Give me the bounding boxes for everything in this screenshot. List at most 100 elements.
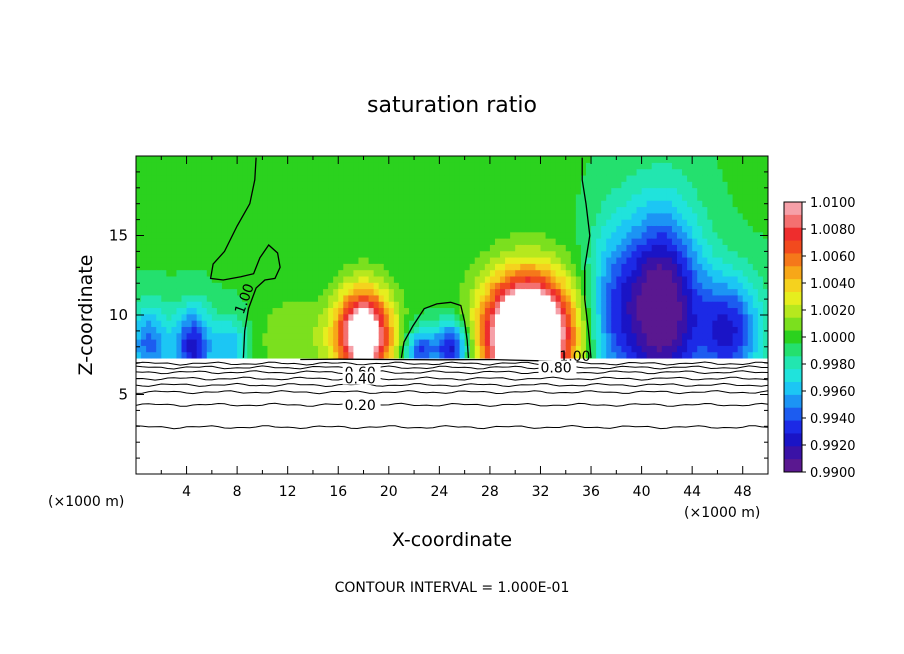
heatmap-cell (267, 326, 274, 334)
heatmap-cell (242, 320, 248, 327)
heatmap-cell (429, 225, 435, 233)
heatmap-cell (464, 244, 471, 252)
heatmap-cell (201, 225, 208, 233)
heatmap-cell (242, 200, 248, 208)
heatmap-cell (580, 263, 587, 271)
heatmap-cell (489, 288, 496, 296)
heatmap-cell (358, 288, 365, 296)
heatmap-cell (682, 206, 688, 214)
heatmap-cell (530, 351, 537, 359)
heatmap-cell (156, 250, 162, 258)
heatmap-cell (454, 339, 461, 346)
heatmap-cell (277, 206, 284, 214)
heatmap-cell (201, 156, 208, 163)
heatmap-cell (312, 231, 319, 239)
heatmap-cell (429, 156, 435, 163)
heatmap-cell (419, 244, 425, 252)
heatmap-cell (500, 187, 506, 195)
heatmap-cell (388, 200, 395, 208)
heatmap-cell (242, 250, 248, 258)
heatmap-cell (282, 288, 289, 296)
heatmap-cell (146, 181, 152, 189)
heatmap-cell (535, 339, 542, 346)
heatmap-cell (641, 345, 648, 353)
heatmap-cell (606, 269, 612, 277)
heatmap-cell (227, 225, 233, 233)
heatmap-cell (687, 275, 693, 283)
heatmap-cell (555, 320, 562, 327)
heatmap-cell (459, 332, 466, 340)
heatmap-cell (540, 307, 547, 315)
heatmap-cell (368, 168, 375, 176)
heatmap-cell (732, 244, 739, 252)
heatmap-cell (474, 231, 481, 239)
heatmap-cell (631, 345, 638, 353)
heatmap-cell (479, 275, 486, 283)
heatmap-cell (429, 307, 435, 315)
heatmap-cell (702, 332, 708, 340)
heatmap-cell (585, 282, 592, 290)
heatmap-cell (232, 345, 238, 353)
heatmap-cell (621, 206, 628, 214)
heatmap-cell (196, 162, 203, 170)
x-tick-label: 32 (532, 484, 550, 500)
heatmap-cell (687, 269, 693, 277)
heatmap-cell (307, 156, 314, 163)
heatmap-cell (712, 225, 719, 233)
heatmap-cell (403, 244, 410, 252)
heatmap-cell (697, 244, 703, 252)
heatmap-cell (348, 351, 355, 359)
heatmap-cell (555, 288, 562, 296)
heatmap-cell (591, 351, 597, 359)
heatmap-cell (383, 206, 390, 214)
heatmap-cell (156, 162, 162, 170)
heatmap-cell (161, 288, 167, 296)
heatmap-cell (717, 181, 724, 189)
heatmap-cell (227, 339, 233, 346)
heatmap-cell (682, 307, 688, 315)
heatmap-cell (373, 288, 380, 296)
heatmap-cell (454, 307, 461, 315)
heatmap-cell (641, 200, 648, 208)
heatmap-cell (762, 320, 768, 327)
heatmap-cell (737, 320, 744, 327)
heatmap-cell (742, 206, 749, 214)
heatmap-cell (565, 193, 572, 201)
heatmap-cell (717, 212, 724, 220)
heatmap-cell (525, 313, 531, 321)
heatmap-cell (449, 294, 456, 302)
heatmap-cell (348, 332, 355, 340)
heatmap-cell (494, 351, 501, 359)
heatmap-cell (570, 332, 577, 340)
heatmap-cell (393, 345, 400, 353)
heatmap-cell (661, 326, 668, 334)
heatmap-cell (211, 263, 218, 271)
heatmap-cell (282, 168, 289, 176)
heatmap-cell (661, 162, 668, 170)
heatmap-cell (287, 326, 294, 334)
heatmap-cell (747, 181, 754, 189)
heatmap-cell (707, 345, 713, 353)
heatmap-cell (525, 219, 531, 227)
heatmap-cell (570, 288, 577, 296)
heatmap-cell (383, 250, 390, 258)
heatmap-cell (186, 269, 193, 277)
heatmap-cell (747, 282, 754, 290)
heatmap-cell (479, 162, 486, 170)
heatmap-cell (403, 206, 410, 214)
heatmap-cell (500, 351, 506, 359)
heatmap-cell (454, 345, 461, 353)
heatmap-cell (459, 326, 466, 334)
heatmap-cell (631, 238, 638, 245)
heatmap-cell (191, 219, 198, 227)
heatmap-cell (383, 339, 390, 346)
heatmap-cell (747, 238, 754, 245)
heatmap-cell (257, 174, 263, 182)
heatmap-cell (707, 187, 713, 195)
heatmap-cell (606, 162, 612, 170)
heatmap-cell (591, 332, 597, 340)
heatmap-cell (201, 263, 208, 271)
heatmap-cell (414, 332, 420, 340)
heatmap-cell (186, 326, 193, 334)
heatmap-cell (151, 212, 157, 220)
